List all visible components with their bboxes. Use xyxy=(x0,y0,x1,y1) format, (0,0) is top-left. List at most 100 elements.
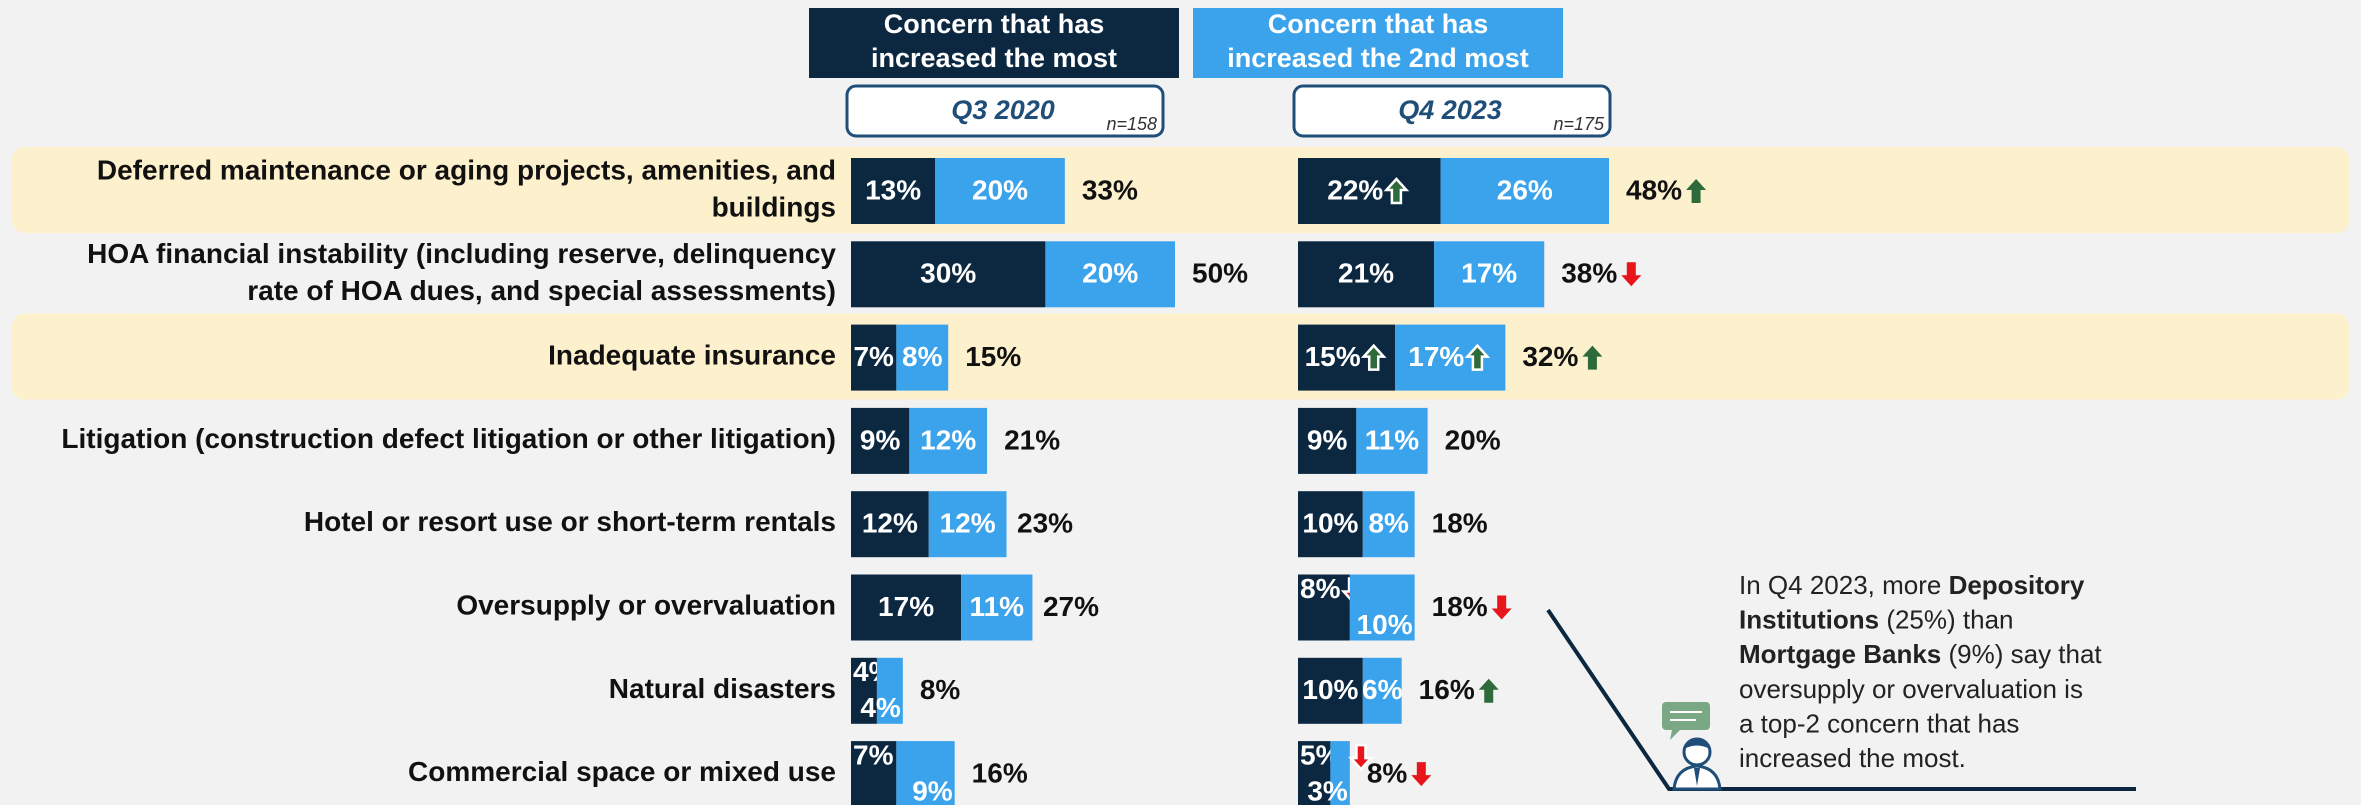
value-label: 8% xyxy=(1368,508,1409,539)
bar-segment xyxy=(1362,657,1402,724)
bar-segment xyxy=(1298,657,1363,724)
bar-segment xyxy=(1362,491,1415,558)
annotation-run: In Q4 2023, more xyxy=(1739,570,1949,600)
value-label: 13% xyxy=(865,174,921,205)
change-arrow xyxy=(1360,343,1387,371)
bar-segment xyxy=(851,241,1046,308)
bar-segment xyxy=(851,324,897,391)
category-label: Natural disasters xyxy=(609,673,836,704)
person-icon xyxy=(1662,702,1722,791)
value-label: 7% xyxy=(853,341,894,372)
bar-segment xyxy=(1298,741,1331,805)
value-label: 11% xyxy=(1365,424,1420,455)
tie xyxy=(1694,768,1700,786)
annotation-line: a top-2 concern that has xyxy=(1739,708,2019,738)
speech-bubble xyxy=(1662,702,1710,730)
bar-segment xyxy=(1356,407,1428,474)
value-label: 21% xyxy=(1338,258,1394,289)
value-label: 10% xyxy=(1302,674,1358,705)
annotation-run: Institutions xyxy=(1739,604,1879,634)
panel-title: Q4 2023 xyxy=(1398,95,1502,125)
total-label: 50% xyxy=(1192,258,1248,289)
category-label: Oversupply or overvaluation xyxy=(456,590,836,621)
annotation-run: increased the most. xyxy=(1739,743,1966,773)
total-arrow xyxy=(1411,762,1432,787)
bar-segment xyxy=(876,657,903,724)
category-label: Inadequate insurance xyxy=(548,340,836,371)
total-arrow xyxy=(1686,179,1707,203)
total-arrow xyxy=(1621,262,1642,287)
bar-segment xyxy=(1349,574,1415,641)
highlight-band xyxy=(12,147,2349,233)
panel-title-box xyxy=(845,84,1165,138)
value-label: 4% xyxy=(860,692,901,723)
value-label: 30% xyxy=(920,258,976,289)
total-label: 18% xyxy=(1432,508,1488,539)
category-label: Commercial space or mixed use xyxy=(408,756,836,787)
bar-segment xyxy=(896,324,949,391)
annotation-line: In Q4 2023, more Depository xyxy=(1739,570,2085,600)
value-label: 8% xyxy=(902,341,943,372)
bar-segment xyxy=(961,574,1033,641)
total-label: 8% xyxy=(920,674,961,705)
category-label: Hotel or resort use or short-term rental… xyxy=(304,507,836,538)
bar-segment xyxy=(1045,241,1175,308)
bar-segment xyxy=(1298,158,1441,224)
value-label: 20% xyxy=(972,174,1028,205)
total-label: 16% xyxy=(1419,674,1475,705)
highlight-band xyxy=(12,313,2349,400)
total-label: 48% xyxy=(1626,174,1682,205)
annotation-run: (25%) than xyxy=(1879,604,2013,634)
total-label: 27% xyxy=(1043,591,1099,622)
bar-segment xyxy=(896,741,955,805)
total-label: 33% xyxy=(1082,174,1138,205)
annotation-line: increased the most. xyxy=(1739,743,1966,773)
value-label: 17% xyxy=(1408,341,1464,372)
value-label: 12% xyxy=(940,508,996,539)
category-label: HOA financial instability (including res… xyxy=(87,238,836,306)
bar-segment xyxy=(1298,407,1357,474)
value-label: 8% xyxy=(1300,573,1341,604)
annotation-run: (9%) say that xyxy=(1941,639,2102,669)
panel-subtitle: n=158 xyxy=(1106,114,1157,134)
bar-segment xyxy=(1434,241,1545,308)
annotation-run: Mortgage Banks xyxy=(1739,639,1941,669)
change-arrow xyxy=(1383,177,1410,205)
annotation-line: Mortgage Banks (9%) say that xyxy=(1739,639,2102,669)
legend-label: Concern that has increased the 2nd most xyxy=(1227,9,1529,73)
total-arrow xyxy=(1582,345,1603,370)
bar-segment xyxy=(1330,741,1350,805)
value-label: 17% xyxy=(1461,258,1517,289)
bar-segment xyxy=(1298,241,1435,308)
speech-tail xyxy=(1670,730,1680,740)
total-arrow xyxy=(1491,595,1512,620)
annotation-line: Institutions (25%) than xyxy=(1739,604,2014,634)
panel-subtitle: n=175 xyxy=(1553,114,1605,134)
change-arrow xyxy=(1464,343,1491,371)
value-label: 15% xyxy=(1305,341,1361,372)
value-label: 6% xyxy=(1362,674,1403,705)
bar-segment xyxy=(851,491,929,558)
callout-line xyxy=(1546,608,2136,791)
value-label: 26% xyxy=(1497,174,1553,205)
panel-title-box xyxy=(1292,84,1612,138)
total-label: 15% xyxy=(965,341,1021,372)
total-label: 18% xyxy=(1432,591,1488,622)
value-label: 17% xyxy=(878,591,934,622)
category-label: Deferred maintenance or aging projects, … xyxy=(97,155,836,223)
bar-segment xyxy=(1298,491,1363,558)
annotation-run: oversupply or overvaluation is xyxy=(1739,674,2083,704)
total-label: 16% xyxy=(972,757,1028,788)
total-arrow xyxy=(1478,678,1499,703)
total-label: 32% xyxy=(1522,341,1578,372)
category-label: Litigation (construction defect litigati… xyxy=(61,423,836,454)
value-label: 9% xyxy=(1307,424,1348,455)
annotation-line: oversupply or overvaluation is xyxy=(1739,674,2083,704)
legend-label: Concern that has increased the most xyxy=(871,9,1117,73)
bar-segment xyxy=(851,407,910,474)
bar-segment xyxy=(928,491,1007,558)
legend-box xyxy=(809,8,1179,78)
bar-segment xyxy=(851,741,897,805)
bar-segment xyxy=(909,407,988,474)
